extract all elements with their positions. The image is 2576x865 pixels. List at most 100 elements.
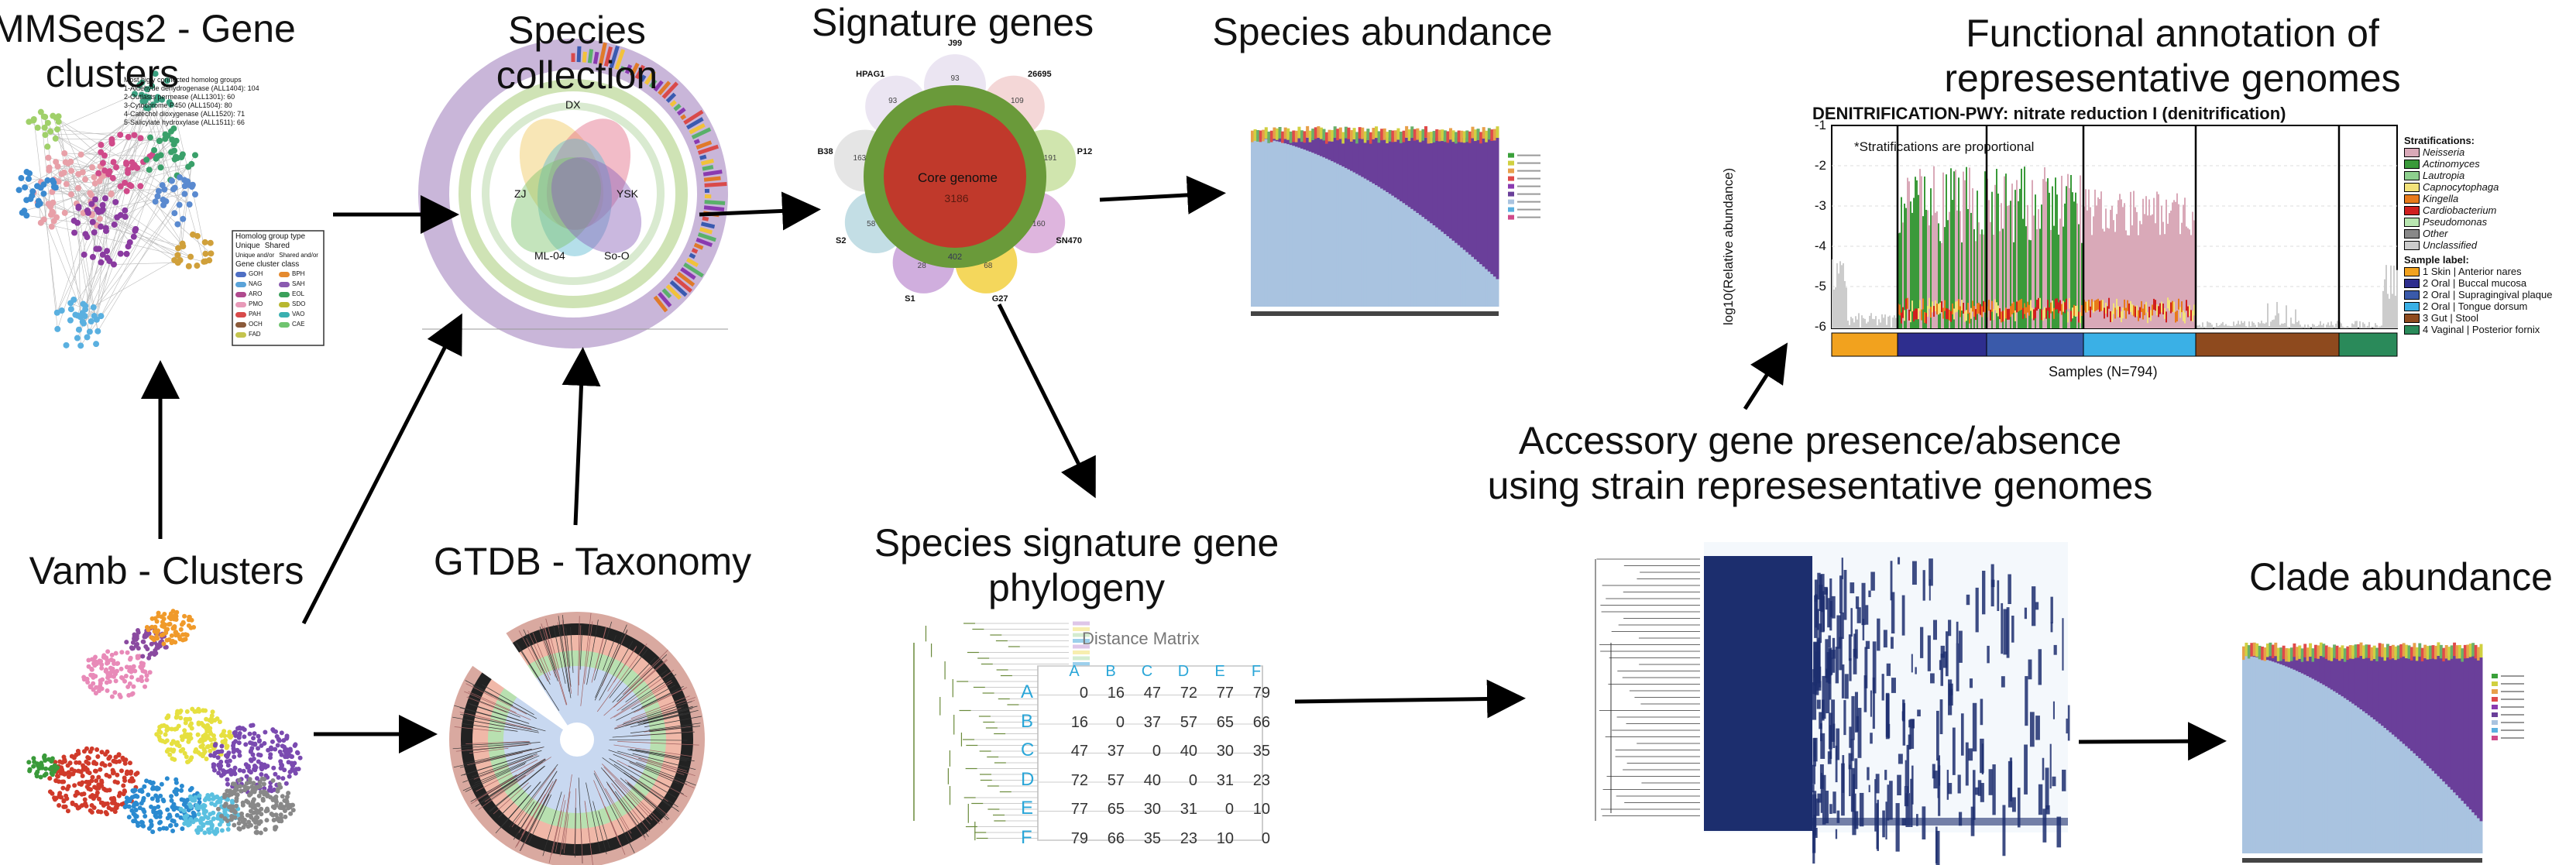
vamb-point [187, 801, 192, 807]
network-node [201, 239, 208, 245]
functional-bar [1946, 307, 1947, 319]
functional-sample-bar [1897, 332, 1987, 357]
abundance-blue-bar [2309, 677, 2313, 853]
vamb-point [231, 743, 236, 749]
matrix-column-header: F [1251, 663, 1262, 680]
petal-label: S1 [905, 293, 915, 304]
gtdb-branch [613, 660, 668, 708]
network-node [171, 256, 178, 263]
heatmap-cell [1932, 620, 1938, 640]
vamb-point [150, 636, 156, 641]
functional-bar [2041, 204, 2042, 328]
functional-bar [2200, 326, 2202, 328]
vamb-point [169, 640, 174, 646]
heatmap-cell [1877, 618, 1880, 651]
abundance-top-bar [2378, 643, 2382, 657]
functional-bar [1938, 223, 1939, 328]
abundance-blue-bar [2381, 726, 2385, 853]
matrix-cell: 0 [1188, 771, 1197, 789]
abundance-blue-bar [2389, 732, 2392, 853]
functional-bar [2019, 188, 2021, 328]
abundance-blue-bar [1435, 227, 1439, 307]
abundance-purple-bar [1449, 137, 1453, 239]
vamb-point [86, 657, 91, 663]
functional-bar [2117, 306, 2119, 318]
heatmap-cell [1930, 673, 1935, 684]
heatmap-cell [2052, 701, 2055, 719]
gtdb-branch [459, 752, 523, 768]
vamb-point [80, 774, 85, 779]
functional-bar [2158, 306, 2159, 318]
network-node [108, 139, 115, 146]
functional-bar [2090, 306, 2091, 318]
vamb-point [215, 806, 221, 812]
abundance-blue-bar [1297, 147, 1301, 307]
functional-bar [1997, 305, 1999, 317]
functional-bar [1841, 265, 1843, 328]
vamb-point [166, 713, 171, 719]
vamb-point [156, 628, 161, 633]
vamb-point [258, 830, 263, 836]
abundance-legend-swatch [2492, 674, 2498, 678]
abundance-top-bar [1435, 129, 1439, 141]
homolog-groups-header: Most higly connected homolog groups [124, 76, 242, 84]
functional-bar [1844, 281, 1846, 328]
abundance-purple-bar [1369, 137, 1372, 182]
vamb-point [232, 808, 237, 814]
functional-bar [2152, 304, 2153, 316]
functional-bar [2081, 305, 2083, 317]
gtdb-branch [603, 659, 668, 716]
abundance-top-bar [1289, 131, 1293, 143]
functional-bar [2088, 300, 2090, 311]
title-signature-genes: Signature genes [811, 1, 1094, 44]
network-edge [119, 94, 136, 136]
heatmap-cell [1856, 607, 1861, 623]
gtdb-branch [515, 781, 554, 848]
abundance-blue-bar [2333, 691, 2337, 853]
functional-bar [1941, 300, 1942, 312]
vamb-point [283, 781, 289, 786]
abundance-blue-bar [1341, 166, 1345, 307]
functional-bar [2099, 300, 2100, 312]
vamb-point [252, 789, 257, 795]
abundance-top-bar [2330, 647, 2334, 661]
network-node [49, 177, 56, 184]
vamb-point [128, 655, 133, 661]
functional-bar [1977, 191, 1978, 328]
functional-bar [2189, 229, 2190, 328]
abundance-blue-bar [2317, 681, 2320, 853]
vamb-point [219, 828, 225, 833]
functional-bar [1939, 302, 1941, 314]
abundance-top-bar [1358, 127, 1362, 139]
abundance-purple-bar [1380, 137, 1384, 189]
functional-bar [2002, 311, 2004, 322]
abundance-legend-line [1517, 162, 1540, 164]
abundance-top-bar [1487, 128, 1491, 140]
vamb-point [233, 803, 239, 808]
gtdb-branch [462, 723, 518, 732]
species-label-zj: ZJ [514, 187, 527, 200]
abundance-blue-bar [1451, 240, 1455, 307]
functional-bar [2072, 307, 2073, 319]
vamb-point [184, 632, 190, 637]
abundance-blue-bar [1311, 153, 1315, 307]
vamb-point [77, 760, 82, 765]
vamb-point [184, 717, 190, 723]
gtdb-branch [612, 731, 695, 738]
functional-bar [2148, 306, 2150, 318]
heatmap-cell [1997, 580, 2000, 612]
vamb-point [252, 731, 257, 736]
vamb-point [242, 784, 247, 789]
vamb-point [110, 767, 115, 773]
vamb-point [107, 788, 112, 793]
vamb-point [169, 794, 174, 799]
functional-bar [1838, 273, 1839, 328]
vamb-point [240, 800, 246, 805]
abundance-top-bar [2357, 644, 2361, 658]
abundance-top-bar [1259, 130, 1262, 142]
functional-bar [2225, 324, 2227, 328]
vamb-point [280, 794, 285, 799]
abundance-blue-bar [1308, 151, 1312, 307]
vamb-point [271, 765, 276, 771]
network-edge [100, 186, 185, 227]
